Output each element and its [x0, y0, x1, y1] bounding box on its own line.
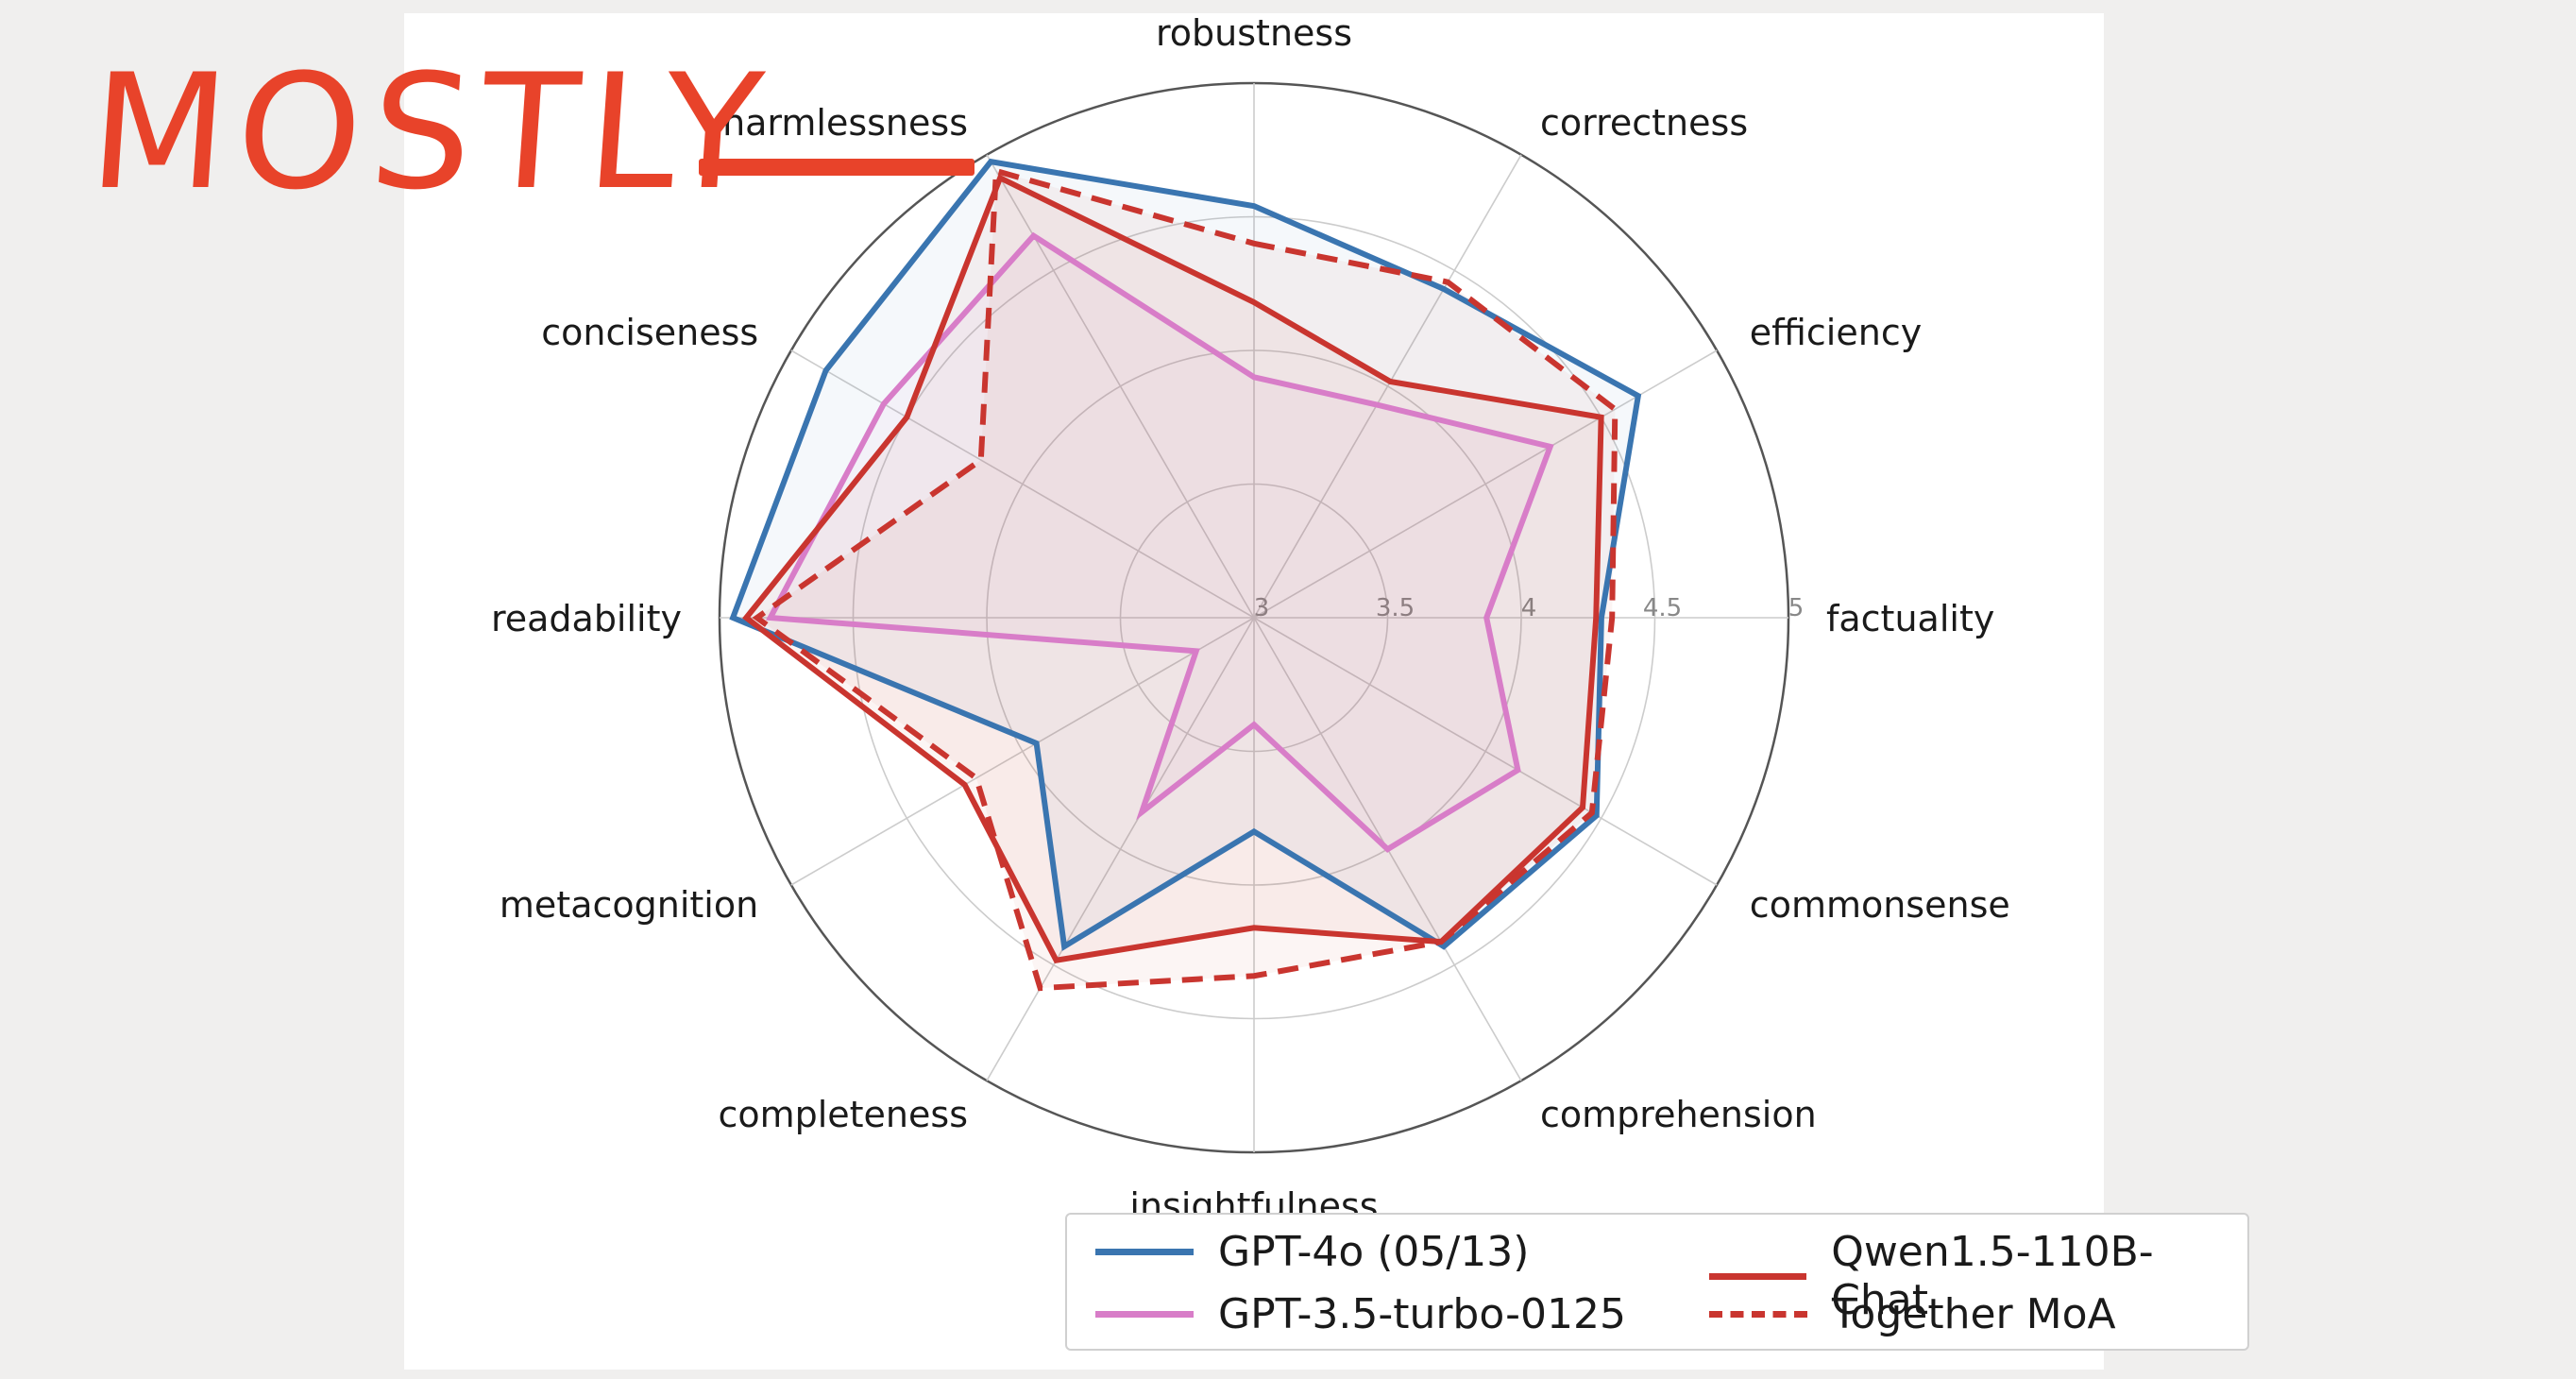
legend-label: Together MoA [1832, 1290, 2116, 1338]
grid-spoke [1253, 154, 1522, 619]
radar-chart: 3 3.5 4 4.5 5 robustness correctness efficiency… [491, 13, 2010, 1227]
axis-label: robustness [1156, 13, 1352, 54]
legend-swatch [1095, 1311, 1194, 1318]
overlay-annotation: MOSTLY [84, 40, 778, 225]
series-line [752, 167, 1618, 992]
grid-spoke [986, 617, 1255, 1081]
grid-spoke [790, 617, 1255, 886]
axis-label: readability [491, 598, 682, 639]
chart-panel: 3 3.5 4 4.5 5 robustness correctness efficiency… [404, 13, 2249, 1370]
radial-tick-label: 3.5 [1376, 594, 1415, 622]
legend-swatch [1709, 1311, 1807, 1318]
legend-item: Qwen1.5-110B-Chat [1709, 1228, 2247, 1324]
grid-spoke [986, 154, 1255, 619]
axis-label: commonsense [1750, 884, 2010, 926]
series-line [742, 174, 1604, 964]
axis-label: harmlessness [722, 102, 968, 144]
legend-label: Qwen1.5-110B-Chat [1831, 1228, 2154, 1324]
radial-tick-label: 5 [1788, 594, 1805, 622]
legend-item: GPT-4o (05/13) [1095, 1228, 1529, 1276]
axis-label: efficiency [1750, 312, 1922, 353]
grid-spoke [790, 349, 1255, 619]
axis-label: metacognition [500, 884, 758, 926]
legend-item: GPT-3.5-turbo-0125 [1095, 1290, 1626, 1338]
radial-tick-label: 4 [1521, 594, 1537, 622]
legend-swatch [1095, 1249, 1194, 1255]
radial-tick-label: 4.5 [1643, 594, 1682, 622]
legend-label: GPT-3.5-turbo-0125 [1218, 1290, 1626, 1338]
axis-label: correctness [1540, 102, 1748, 144]
legend: GPT-4o (05/13) GPT-3.5-turbo-0125 Qwen1.5-… [1065, 1213, 2249, 1351]
axis-label: completeness [718, 1094, 968, 1135]
legend-label: GPT-4o (05/13) [1218, 1228, 1530, 1276]
series-fill [733, 162, 1638, 947]
legend-item: Together MoA [1709, 1290, 2116, 1338]
axis-label: comprehension [1540, 1094, 1817, 1135]
series-fill [756, 170, 1616, 989]
overlay-underline [699, 159, 974, 176]
series-line [765, 231, 1554, 853]
series-line [729, 158, 1642, 951]
axis-label: conciseness [541, 312, 758, 353]
series-fill [770, 235, 1551, 850]
radial-tick-label: 3 [1254, 594, 1270, 622]
grid-spoke [1253, 617, 1718, 886]
legend-swatch [1709, 1272, 1807, 1280]
axis-label: factuality [1826, 598, 1994, 639]
